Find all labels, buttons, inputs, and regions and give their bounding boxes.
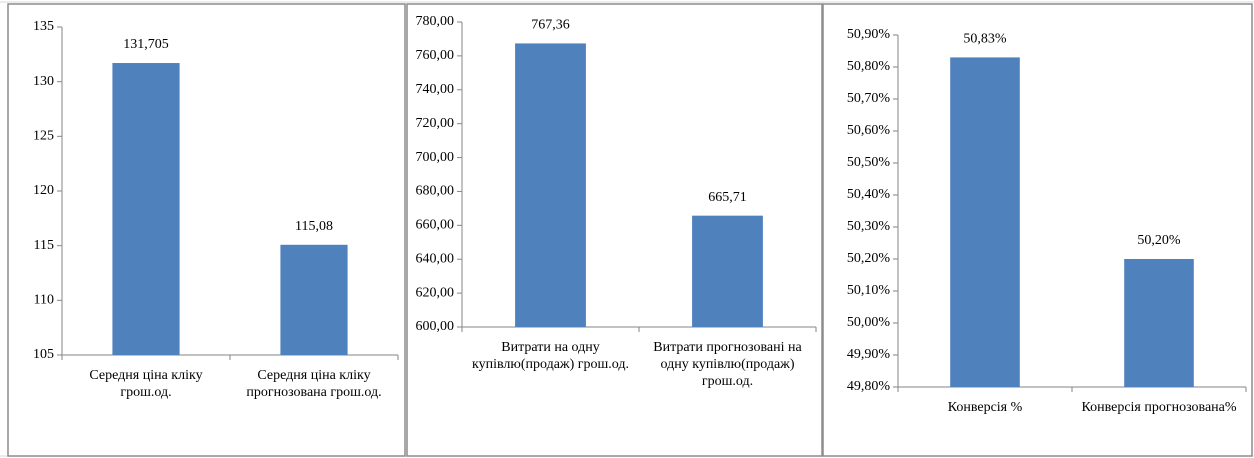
y-tick-label: 50,30% [847,219,891,234]
x-tick-label-box: Конверсія % [947,400,1023,415]
bar [280,244,348,355]
x-tick-label-box: Витрати на одну купівлю(продаж) грош.од. [471,340,630,372]
y-tick-label: 50,80% [847,59,891,74]
y-tick-label: 50,40% [847,187,891,202]
data-label: 665,71 [708,190,747,205]
y-tick-label: 620,00 [416,285,455,300]
y-tick-label: 600,00 [416,319,455,334]
y-tick-label: 760,00 [416,48,455,63]
y-tick-label: 49,80% [847,379,891,394]
y-tick-label: 105 [33,347,54,362]
data-label: 767,36 [531,18,570,33]
chart-panel [7,3,406,457]
y-tick-label: 50,70% [847,91,891,106]
y-tick-label: 740,00 [416,82,455,97]
y-tick-label: 50,10% [847,283,891,298]
bar [112,63,180,356]
y-tick-label: 49,90% [847,347,891,362]
y-tick-label: 720,00 [416,116,455,131]
x-tick-label-box: Витрати прогнозовані на одну купівлю(про… [653,340,802,389]
data-label: 115,08 [295,219,333,234]
data-label: 50,20% [1137,233,1181,248]
y-tick-label: 780,00 [416,14,455,29]
y-tick-label: 50,20% [847,251,891,266]
bar [1124,259,1194,387]
y-tick-label: 700,00 [416,150,455,165]
x-tick-label-box: Середня ціна кліку грош.од. [89,368,203,400]
bar [515,43,586,327]
y-tick-label: 130 [33,74,54,89]
x-tick-label: Середня ціна кліку грош.од. [89,368,203,400]
y-tick-label: 135 [33,19,54,34]
y-tick-label: 660,00 [416,218,455,233]
x-tick-label-box: Середня ціна кліку прогнозована грош.од. [246,368,382,400]
data-label: 131,705 [123,37,169,52]
x-tick-label: Витрати на одну купівлю(продаж) грош.од. [471,340,630,372]
y-tick-label: 680,00 [416,184,455,199]
bar [692,215,763,327]
y-tick-label: 115 [34,238,54,253]
x-tick-label: Середня ціна кліку прогнозована грош.од. [246,368,382,400]
y-tick-label: 50,00% [847,315,891,330]
y-tick-label: 50,90% [847,27,891,42]
y-tick-label: 125 [33,129,54,144]
y-tick-label: 110 [34,293,54,308]
x-tick-label: Конверсія % [947,400,1023,415]
data-label: 50,83% [963,32,1007,47]
y-tick-label: 120 [33,183,54,198]
y-tick-label: 50,60% [847,123,891,138]
y-tick-label: 640,00 [416,251,455,266]
x-tick-label-box: Конверсія прогнозована% [1081,400,1237,415]
y-tick-label: 50,50% [847,155,891,170]
bar [950,57,1020,388]
x-tick-label: Конверсія прогнозована% [1081,400,1237,415]
x-tick-label: Витрати прогнозовані на одну купівлю(про… [653,340,802,389]
